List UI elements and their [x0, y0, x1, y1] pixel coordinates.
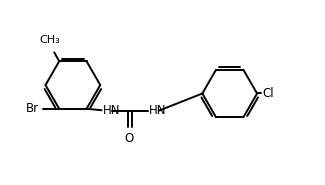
- Text: O: O: [124, 132, 134, 145]
- Text: CH₃: CH₃: [40, 35, 60, 45]
- Text: Br: Br: [26, 102, 39, 115]
- Text: Cl: Cl: [263, 87, 274, 100]
- Text: HN: HN: [102, 104, 120, 117]
- Text: HN: HN: [149, 104, 167, 117]
